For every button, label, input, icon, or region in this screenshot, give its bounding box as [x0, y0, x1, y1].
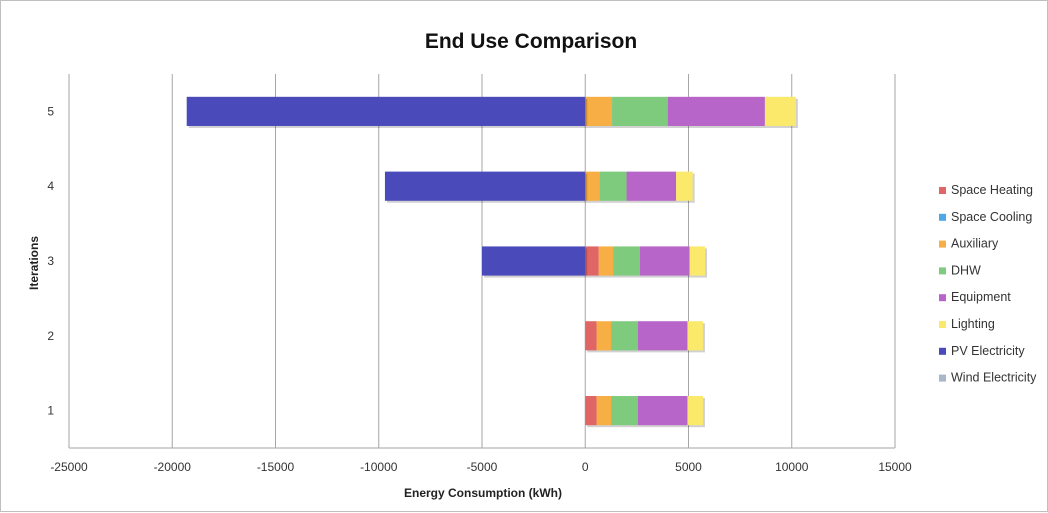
y-tick-label: 4: [47, 179, 54, 193]
bar-segment: [585, 171, 600, 201]
legend: Space Heating Space Cooling Auxiliary DHW Eq…: [939, 183, 1037, 385]
x-tick-label: -10000: [360, 460, 398, 474]
legend-swatch: [939, 374, 946, 382]
bar-segment: [613, 246, 640, 276]
bar-segment: [596, 321, 612, 351]
bar-segment: [689, 246, 706, 276]
legend-swatch: [939, 294, 946, 302]
legend-label: PV Electricity: [951, 344, 1025, 358]
legend-swatch: [939, 187, 946, 194]
legend-label: DHW: [951, 263, 981, 277]
bar-segment: [585, 246, 599, 276]
bar-segment: [186, 96, 586, 126]
y-tick-label: 3: [47, 254, 54, 268]
legend-swatch: [939, 347, 946, 355]
bar-layer: [186, 96, 798, 428]
bar-segment: [637, 321, 688, 351]
legend-label: Space Heating: [951, 183, 1033, 197]
legend-swatch: [939, 213, 946, 221]
bar-segment: [611, 321, 638, 351]
chart-title: End Use Comparison: [425, 30, 637, 53]
bar-segment: [639, 246, 690, 276]
axis-layer: -25000 -20000 -15000 -10000 -5000 0 5000 10000 1…: [47, 104, 912, 474]
legend-label: Equipment: [951, 290, 1011, 304]
x-tick-label: 5000: [675, 460, 702, 474]
bar-segment: [482, 246, 586, 276]
bar-segment: [585, 96, 613, 126]
legend-label: Space Cooling: [951, 210, 1032, 224]
bar-segment: [667, 96, 765, 126]
bar-segment: [687, 321, 703, 351]
x-tick-label: -15000: [257, 460, 295, 474]
bar-segment: [611, 396, 638, 426]
y-tick-label: 2: [47, 329, 54, 343]
legend-label: Wind Electricity: [951, 371, 1037, 385]
bar-segment: [764, 96, 796, 126]
legend-swatch: [939, 321, 946, 328]
bar-segment: [687, 396, 703, 426]
x-tick-label: -5000: [467, 460, 498, 474]
bar-segment: [626, 171, 677, 201]
x-tick-label: -25000: [50, 460, 88, 474]
bar-segment: [612, 96, 668, 126]
bar-segment: [599, 171, 627, 201]
legend-label: Auxiliary: [951, 237, 999, 251]
legend-label: Lighting: [951, 317, 995, 331]
y-axis-title: Iterations: [27, 236, 41, 290]
bar-segment: [598, 246, 614, 276]
x-axis-title: Energy Consumption (kWh): [404, 486, 562, 500]
legend-swatch: [939, 267, 946, 275]
y-tick-label: 1: [47, 404, 54, 418]
bar-segment: [637, 396, 688, 426]
legend-swatch: [939, 240, 946, 248]
x-tick-label: 10000: [775, 460, 809, 474]
bar-segment: [596, 396, 612, 426]
x-tick-label: 0: [582, 460, 589, 474]
bar-segment: [384, 171, 586, 201]
bar-segment: [585, 321, 597, 351]
y-tick-label: 5: [47, 104, 54, 118]
bar-segment: [676, 171, 693, 201]
bar-segment: [585, 396, 597, 426]
x-tick-label: -20000: [154, 460, 192, 474]
x-tick-label: 15000: [878, 460, 912, 474]
